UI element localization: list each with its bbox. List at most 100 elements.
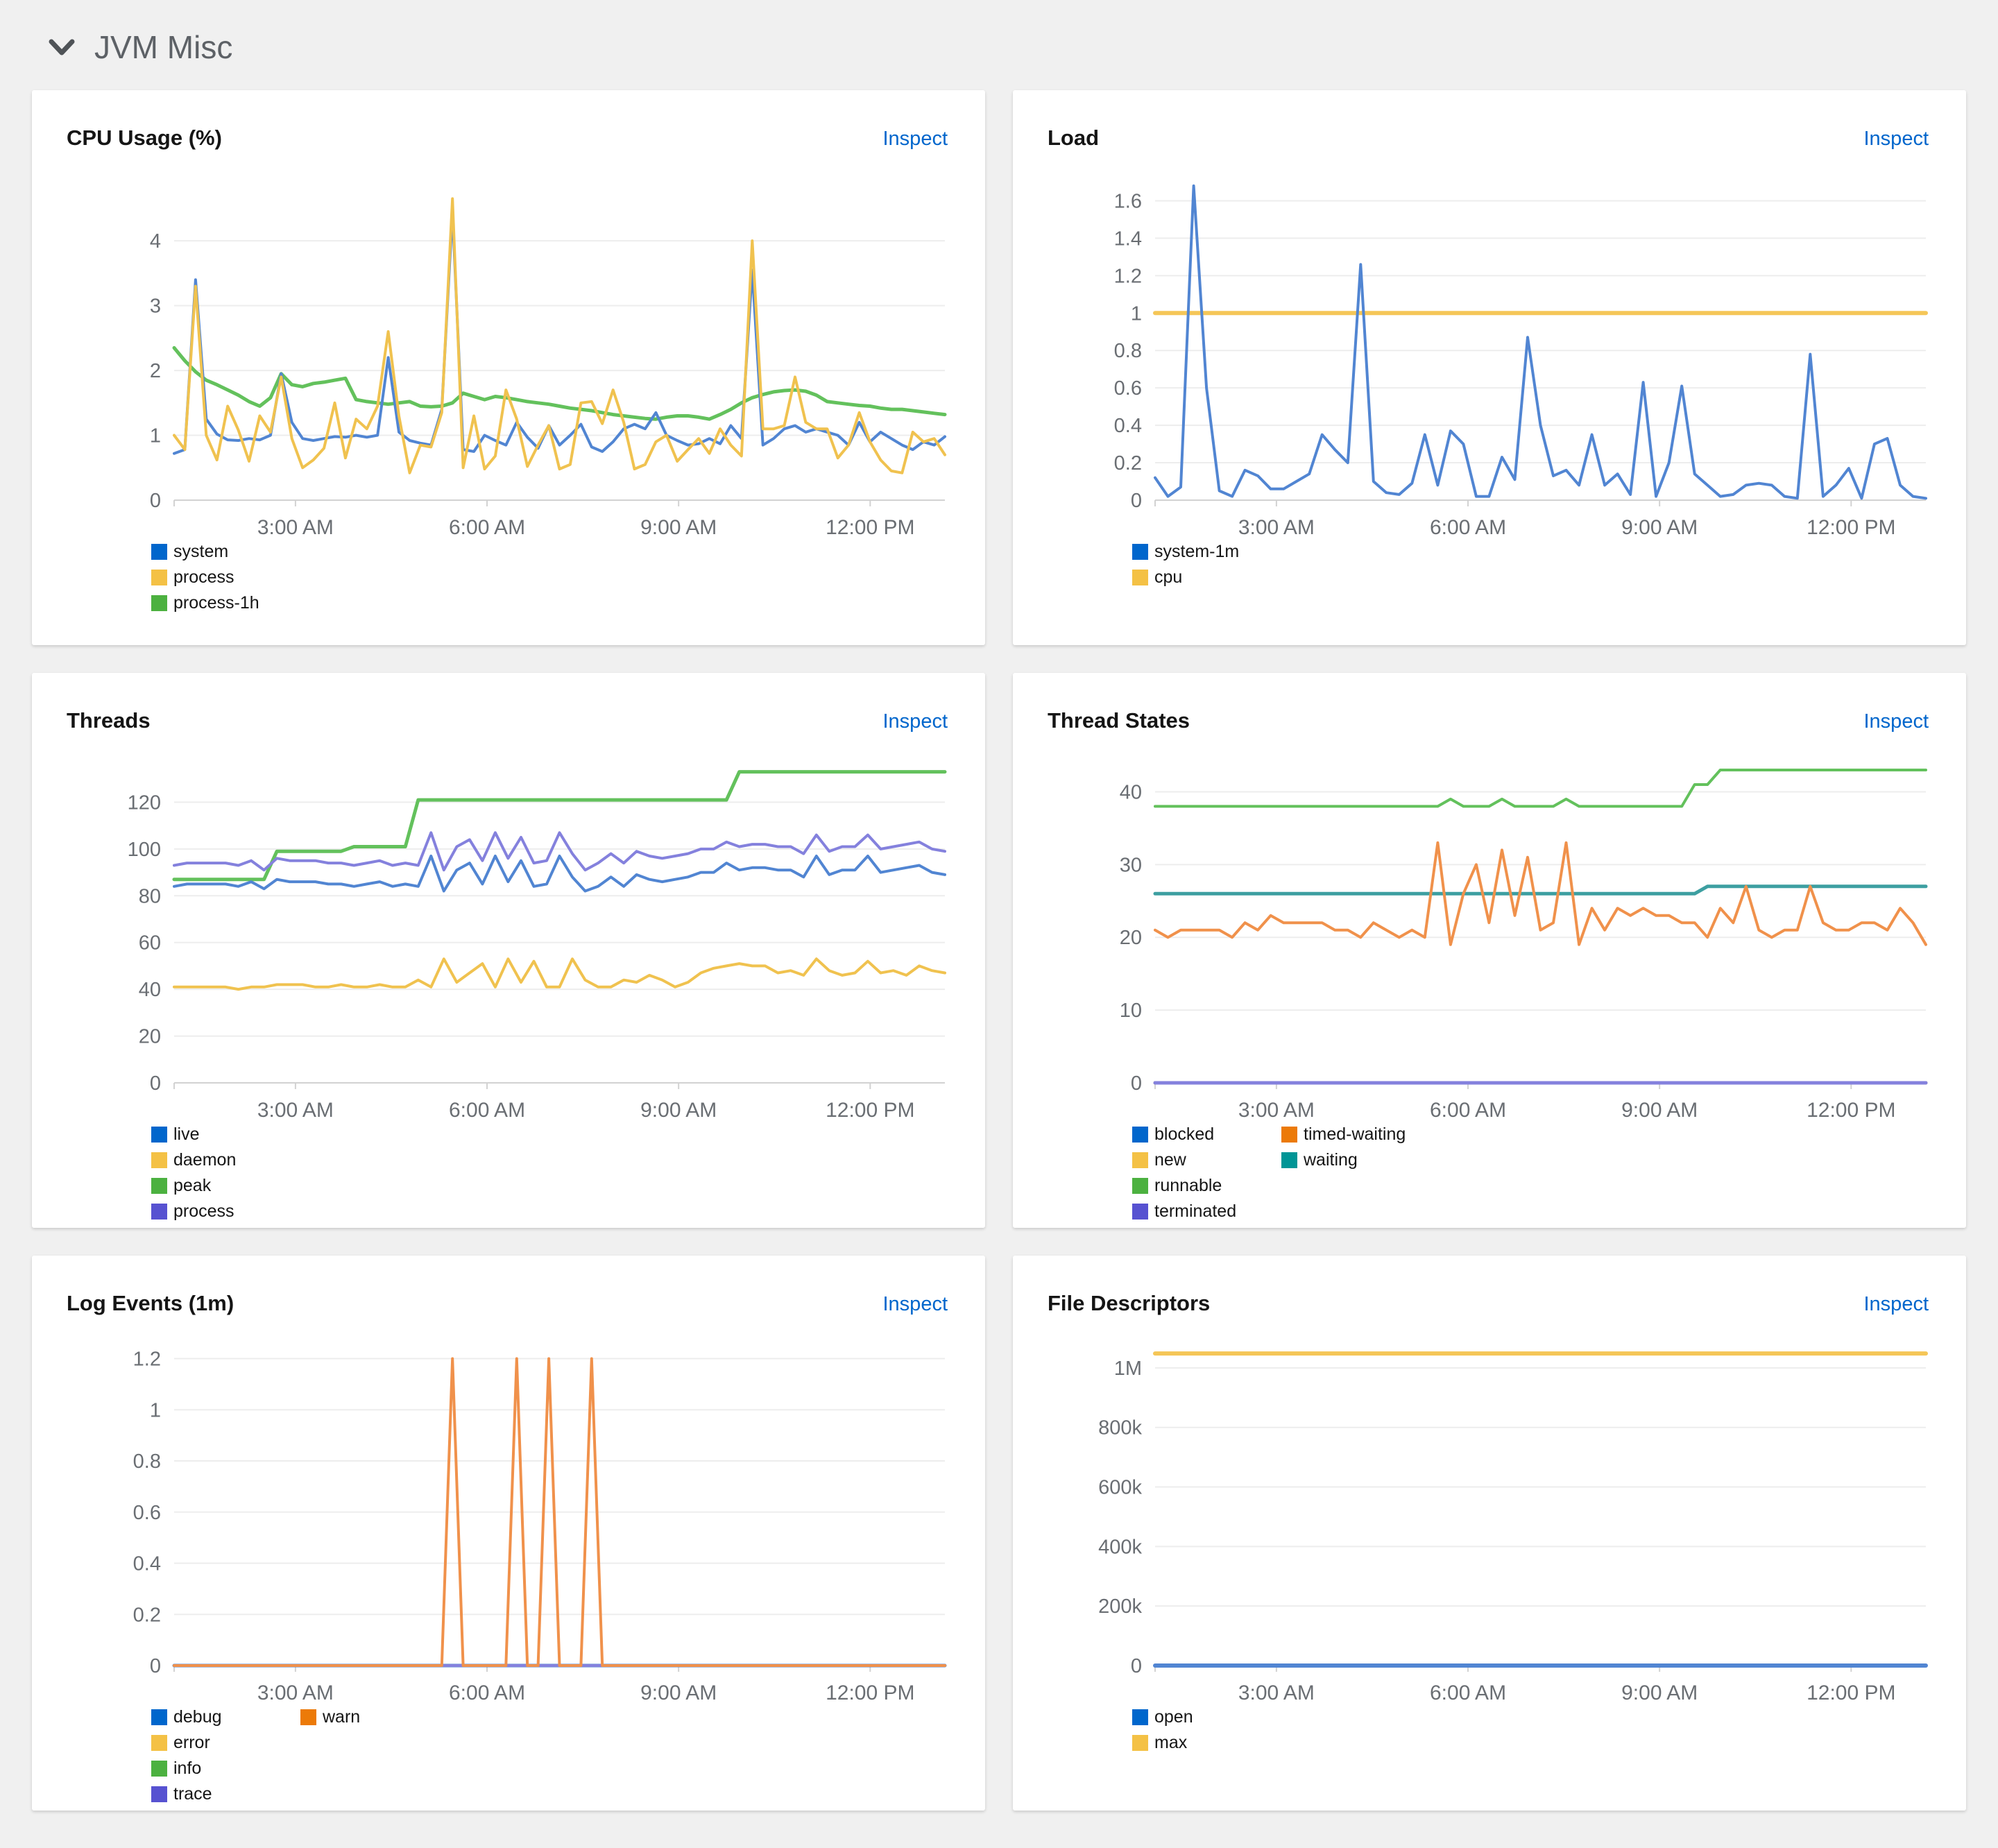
legend-column: open max bbox=[1132, 1709, 1281, 1752]
legend-item-live: live bbox=[151, 1126, 300, 1143]
legend-swatch bbox=[1132, 544, 1148, 560]
svg-text:3:00 AM: 3:00 AM bbox=[257, 516, 334, 539]
svg-text:0.2: 0.2 bbox=[1114, 452, 1142, 474]
svg-text:6:00 AM: 6:00 AM bbox=[449, 1099, 525, 1122]
legend-item-open: open bbox=[1132, 1709, 1281, 1726]
svg-text:0.2: 0.2 bbox=[133, 1604, 161, 1626]
legend-label: timed-waiting bbox=[1304, 1124, 1406, 1144]
legend-label: info bbox=[173, 1759, 202, 1778]
svg-text:30: 30 bbox=[1120, 854, 1142, 876]
inspect-link[interactable]: Inspect bbox=[1863, 710, 1929, 733]
inspect-link[interactable]: Inspect bbox=[882, 1293, 948, 1315]
panel-thread-states: Thread States Inspect 0 10 20 30 40 3:00 AM 6:… bbox=[1013, 673, 1966, 1228]
legend-label: warn bbox=[323, 1707, 361, 1727]
legend-column: system-1m cpu bbox=[1132, 543, 1281, 586]
legend-swatch bbox=[1132, 1178, 1148, 1194]
legend-label: new bbox=[1154, 1150, 1186, 1170]
panel-title: Thread States bbox=[1048, 708, 1190, 733]
svg-text:20: 20 bbox=[139, 1026, 161, 1048]
svg-text:200k: 200k bbox=[1098, 1595, 1142, 1618]
svg-text:12:00 PM: 12:00 PM bbox=[826, 1682, 914, 1704]
inspect-link[interactable]: Inspect bbox=[882, 710, 948, 733]
legend-swatch bbox=[151, 1709, 167, 1725]
thread-states-chart-canvas: 0 10 20 30 40 3:00 AM 6:00 AM 9:00 AM 12:00 PM bbox=[1120, 769, 1928, 1122]
legend-swatch bbox=[151, 570, 167, 585]
svg-text:20: 20 bbox=[1120, 927, 1142, 949]
load-legend: system-1m cpu bbox=[1132, 543, 1966, 586]
svg-text:4: 4 bbox=[150, 230, 161, 253]
legend-label: runnable bbox=[1154, 1176, 1222, 1195]
legend-swatch bbox=[1281, 1152, 1297, 1168]
svg-text:1: 1 bbox=[150, 1399, 161, 1421]
svg-text:100: 100 bbox=[128, 839, 161, 861]
svg-text:2: 2 bbox=[150, 360, 161, 382]
svg-text:3:00 AM: 3:00 AM bbox=[1238, 1099, 1315, 1122]
legend-item-system: system bbox=[151, 543, 300, 561]
svg-text:0.4: 0.4 bbox=[133, 1553, 161, 1575]
svg-text:0: 0 bbox=[1131, 490, 1142, 512]
legend-label: system-1m bbox=[1154, 542, 1240, 561]
legend-label: max bbox=[1154, 1733, 1188, 1752]
legend-swatch bbox=[1281, 1127, 1297, 1143]
svg-text:400k: 400k bbox=[1098, 1536, 1142, 1558]
file-descriptors-chart-canvas: 0 200k 400k 600k 800k 1M 3:00 AM 6:00 AM 9:00 AM… bbox=[1098, 1351, 1928, 1704]
svg-text:3: 3 bbox=[150, 296, 161, 318]
cpu-usage-legend: system process process-1h bbox=[151, 543, 985, 612]
svg-text:0.8: 0.8 bbox=[133, 1451, 161, 1473]
legend-column: live daemon peak process bbox=[151, 1126, 300, 1220]
threads-chart-canvas: 0 20 40 60 80 100 120 3:00 AM 6:00 AM 9:00 AM 12:0… bbox=[128, 770, 947, 1122]
svg-text:6:00 AM: 6:00 AM bbox=[1430, 1682, 1506, 1704]
svg-text:800k: 800k bbox=[1098, 1417, 1142, 1439]
legend-column: system process process-1h bbox=[151, 543, 300, 612]
legend-item-trace: trace bbox=[151, 1786, 300, 1803]
legend-label: blocked bbox=[1154, 1124, 1215, 1144]
log-events-legend: debug error info trace warn bbox=[151, 1709, 985, 1803]
svg-text:9:00 AM: 9:00 AM bbox=[640, 1682, 717, 1704]
svg-text:12:00 PM: 12:00 PM bbox=[1807, 516, 1895, 539]
legend-item-process: process bbox=[151, 1203, 300, 1220]
svg-text:0.6: 0.6 bbox=[133, 1502, 161, 1524]
inspect-link[interactable]: Inspect bbox=[1863, 1293, 1929, 1315]
legend-item-process: process bbox=[151, 569, 300, 586]
panel-load: Load Inspect 0 0.2 0.4 0.6 0.8 1 1.2 1.4 1.6 3:00… bbox=[1013, 90, 1966, 645]
threads-legend: live daemon peak process bbox=[151, 1126, 985, 1220]
legend-swatch bbox=[151, 1152, 167, 1168]
legend-label: live bbox=[173, 1124, 200, 1144]
section-toggle[interactable]: JVM Misc bbox=[32, 0, 1966, 69]
svg-text:9:00 AM: 9:00 AM bbox=[640, 516, 717, 539]
legend-label: peak bbox=[173, 1176, 212, 1195]
legend-item-blocked: blocked bbox=[1132, 1126, 1281, 1143]
legend-item-debug: debug bbox=[151, 1709, 300, 1726]
inspect-link[interactable]: Inspect bbox=[1863, 128, 1929, 150]
svg-text:0: 0 bbox=[150, 490, 161, 512]
legend-item-cpu: cpu bbox=[1132, 569, 1281, 586]
legend-label: error bbox=[173, 1733, 210, 1752]
inspect-link[interactable]: Inspect bbox=[882, 128, 948, 150]
legend-item-process-1h: process-1h bbox=[151, 594, 300, 612]
panel-file-descriptors: File Descriptors Inspect 0 200k 400k 600k 80… bbox=[1013, 1256, 1966, 1811]
panel-title: File Descriptors bbox=[1048, 1291, 1211, 1315]
panel-title: Load bbox=[1048, 126, 1100, 150]
legend-swatch bbox=[300, 1709, 316, 1725]
legend-label: cpu bbox=[1154, 567, 1183, 587]
charts-grid: CPU Usage (%) Inspect 0 1 2 3 4 3:00 AM 6:00 A… bbox=[32, 90, 1966, 1811]
legend-label: terminated bbox=[1154, 1201, 1237, 1221]
svg-text:1M: 1M bbox=[1114, 1358, 1142, 1380]
legend-item-runnable: runnable bbox=[1132, 1177, 1281, 1195]
chevron-down-icon bbox=[49, 38, 75, 56]
legend-swatch bbox=[1132, 1735, 1148, 1751]
svg-text:12:00 PM: 12:00 PM bbox=[826, 516, 914, 539]
legend-item-terminated: terminated bbox=[1132, 1203, 1281, 1220]
svg-text:1: 1 bbox=[1131, 302, 1142, 325]
panel-log-events: Log Events (1m) Inspect 0 0.2 0.4 0.6 0.8 1 1.… bbox=[32, 1256, 985, 1811]
legend-label: process bbox=[173, 567, 234, 587]
svg-text:40: 40 bbox=[1120, 781, 1142, 803]
svg-text:12:00 PM: 12:00 PM bbox=[1807, 1682, 1895, 1704]
legend-item-info: info bbox=[151, 1760, 300, 1777]
legend-label: debug bbox=[173, 1707, 222, 1727]
svg-text:0.6: 0.6 bbox=[1114, 377, 1142, 400]
legend-column: warn bbox=[300, 1709, 450, 1803]
svg-text:0.4: 0.4 bbox=[1114, 415, 1142, 437]
svg-text:9:00 AM: 9:00 AM bbox=[1621, 1099, 1698, 1122]
section-title: JVM Misc bbox=[94, 29, 233, 65]
